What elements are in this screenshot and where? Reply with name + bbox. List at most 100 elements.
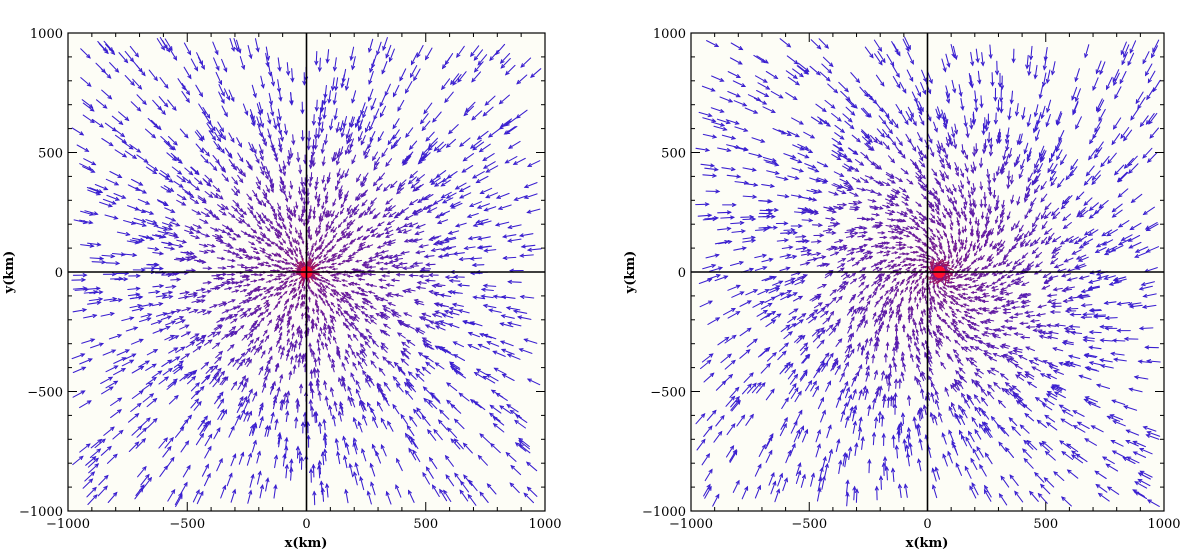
arrow-head (235, 202, 240, 207)
velocity-arrow (162, 446, 172, 458)
arrow-head (493, 367, 499, 372)
arrow-head (452, 341, 458, 346)
arrow-head (308, 342, 312, 347)
velocity-arrow (446, 138, 457, 148)
arrow-head (350, 396, 355, 402)
arrow-head (167, 226, 174, 231)
arrow-head (972, 247, 976, 252)
velocity-arrow (467, 494, 477, 506)
velocity-arrow (499, 120, 511, 130)
arrow-head (964, 253, 968, 258)
arrow-head (909, 245, 914, 249)
velocity-arrow (102, 349, 116, 356)
arrow-head (248, 489, 253, 495)
velocity-arrow (377, 382, 384, 392)
velocity-arrow (173, 360, 184, 368)
arrow-head (238, 361, 244, 367)
velocity-arrow (357, 112, 362, 125)
arrow-head (322, 211, 326, 216)
arrow-head (427, 429, 432, 435)
arrow-head (430, 235, 436, 240)
center-arrow (310, 274, 317, 280)
arrow-head (136, 402, 142, 408)
velocity-arrow (399, 68, 407, 82)
velocity-arrow (335, 77, 339, 91)
arrow-head (359, 333, 364, 338)
arrow-head (385, 490, 390, 496)
velocity-arrow (169, 356, 180, 364)
velocity-arrow (461, 164, 474, 173)
arrow-head (337, 410, 342, 416)
arrow-head (323, 379, 328, 386)
velocity-arrow (138, 360, 150, 368)
velocity-arrow (137, 466, 147, 478)
arrow-head (285, 398, 290, 404)
velocity-arrow (217, 398, 225, 409)
arrow-head (286, 298, 290, 302)
velocity-arrow (323, 436, 327, 449)
velocity-arrow (209, 287, 219, 290)
arrow-head (931, 256, 935, 259)
center-arrow (308, 259, 313, 267)
velocity-arrow (197, 195, 207, 202)
velocity-arrow (473, 401, 486, 411)
arrow-head (211, 135, 217, 141)
arrow-head (331, 363, 335, 368)
arrow-head (248, 388, 253, 394)
arrow-head (81, 277, 87, 282)
arrow-head (236, 189, 241, 194)
arrow-head (344, 85, 349, 91)
arrow-head (360, 181, 365, 186)
arrow-head (187, 179, 192, 184)
arrow-head (180, 319, 186, 324)
velocity-arrow (436, 143, 447, 153)
velocity-arrow (362, 106, 368, 119)
arrow-head (923, 308, 926, 313)
arrow-head (434, 310, 440, 315)
arrow-head (250, 473, 255, 479)
arrow-head (328, 329, 332, 335)
arrow-head (933, 305, 937, 310)
velocity-arrow (374, 156, 381, 166)
velocity-arrow (321, 100, 324, 112)
arrow-head (89, 211, 95, 216)
arrow-head (221, 135, 226, 141)
velocity-arrow (200, 154, 209, 164)
arrow-head (497, 206, 503, 211)
velocity-arrow (415, 250, 426, 254)
arrow-head (318, 260, 322, 264)
arrow-head (278, 287, 283, 291)
velocity-arrow (215, 350, 223, 359)
arrow-head (221, 229, 227, 233)
arrow-head (170, 456, 175, 462)
arrow-head (256, 450, 262, 456)
arrow-head (173, 140, 178, 146)
velocity-arrow (164, 207, 175, 213)
arrow-head (316, 338, 320, 343)
arrow-head (178, 243, 184, 248)
velocity-arrow (268, 92, 273, 106)
arrow-head (916, 290, 920, 294)
velocity-arrow (526, 208, 541, 214)
arrow-head (335, 279, 339, 283)
velocity-arrow (500, 118, 513, 128)
velocity-arrow (71, 127, 84, 136)
arrow-head (486, 483, 492, 489)
velocity-arrow (213, 427, 221, 440)
arrow-head (157, 320, 163, 325)
arrow-head (477, 236, 483, 241)
arrow-head (430, 392, 435, 397)
velocity-arrow (252, 189, 258, 198)
arrow-head (405, 88, 410, 94)
arrow-head (80, 353, 86, 358)
arrow-head (453, 418, 459, 424)
velocity-arrow (394, 257, 404, 261)
arrow-head (471, 115, 477, 121)
velocity-arrow (198, 243, 208, 247)
arrow-head (163, 227, 169, 232)
arrow-head (199, 60, 203, 66)
arrow-head (290, 267, 294, 270)
arrow-head (451, 302, 458, 307)
center-arrow (299, 261, 305, 268)
